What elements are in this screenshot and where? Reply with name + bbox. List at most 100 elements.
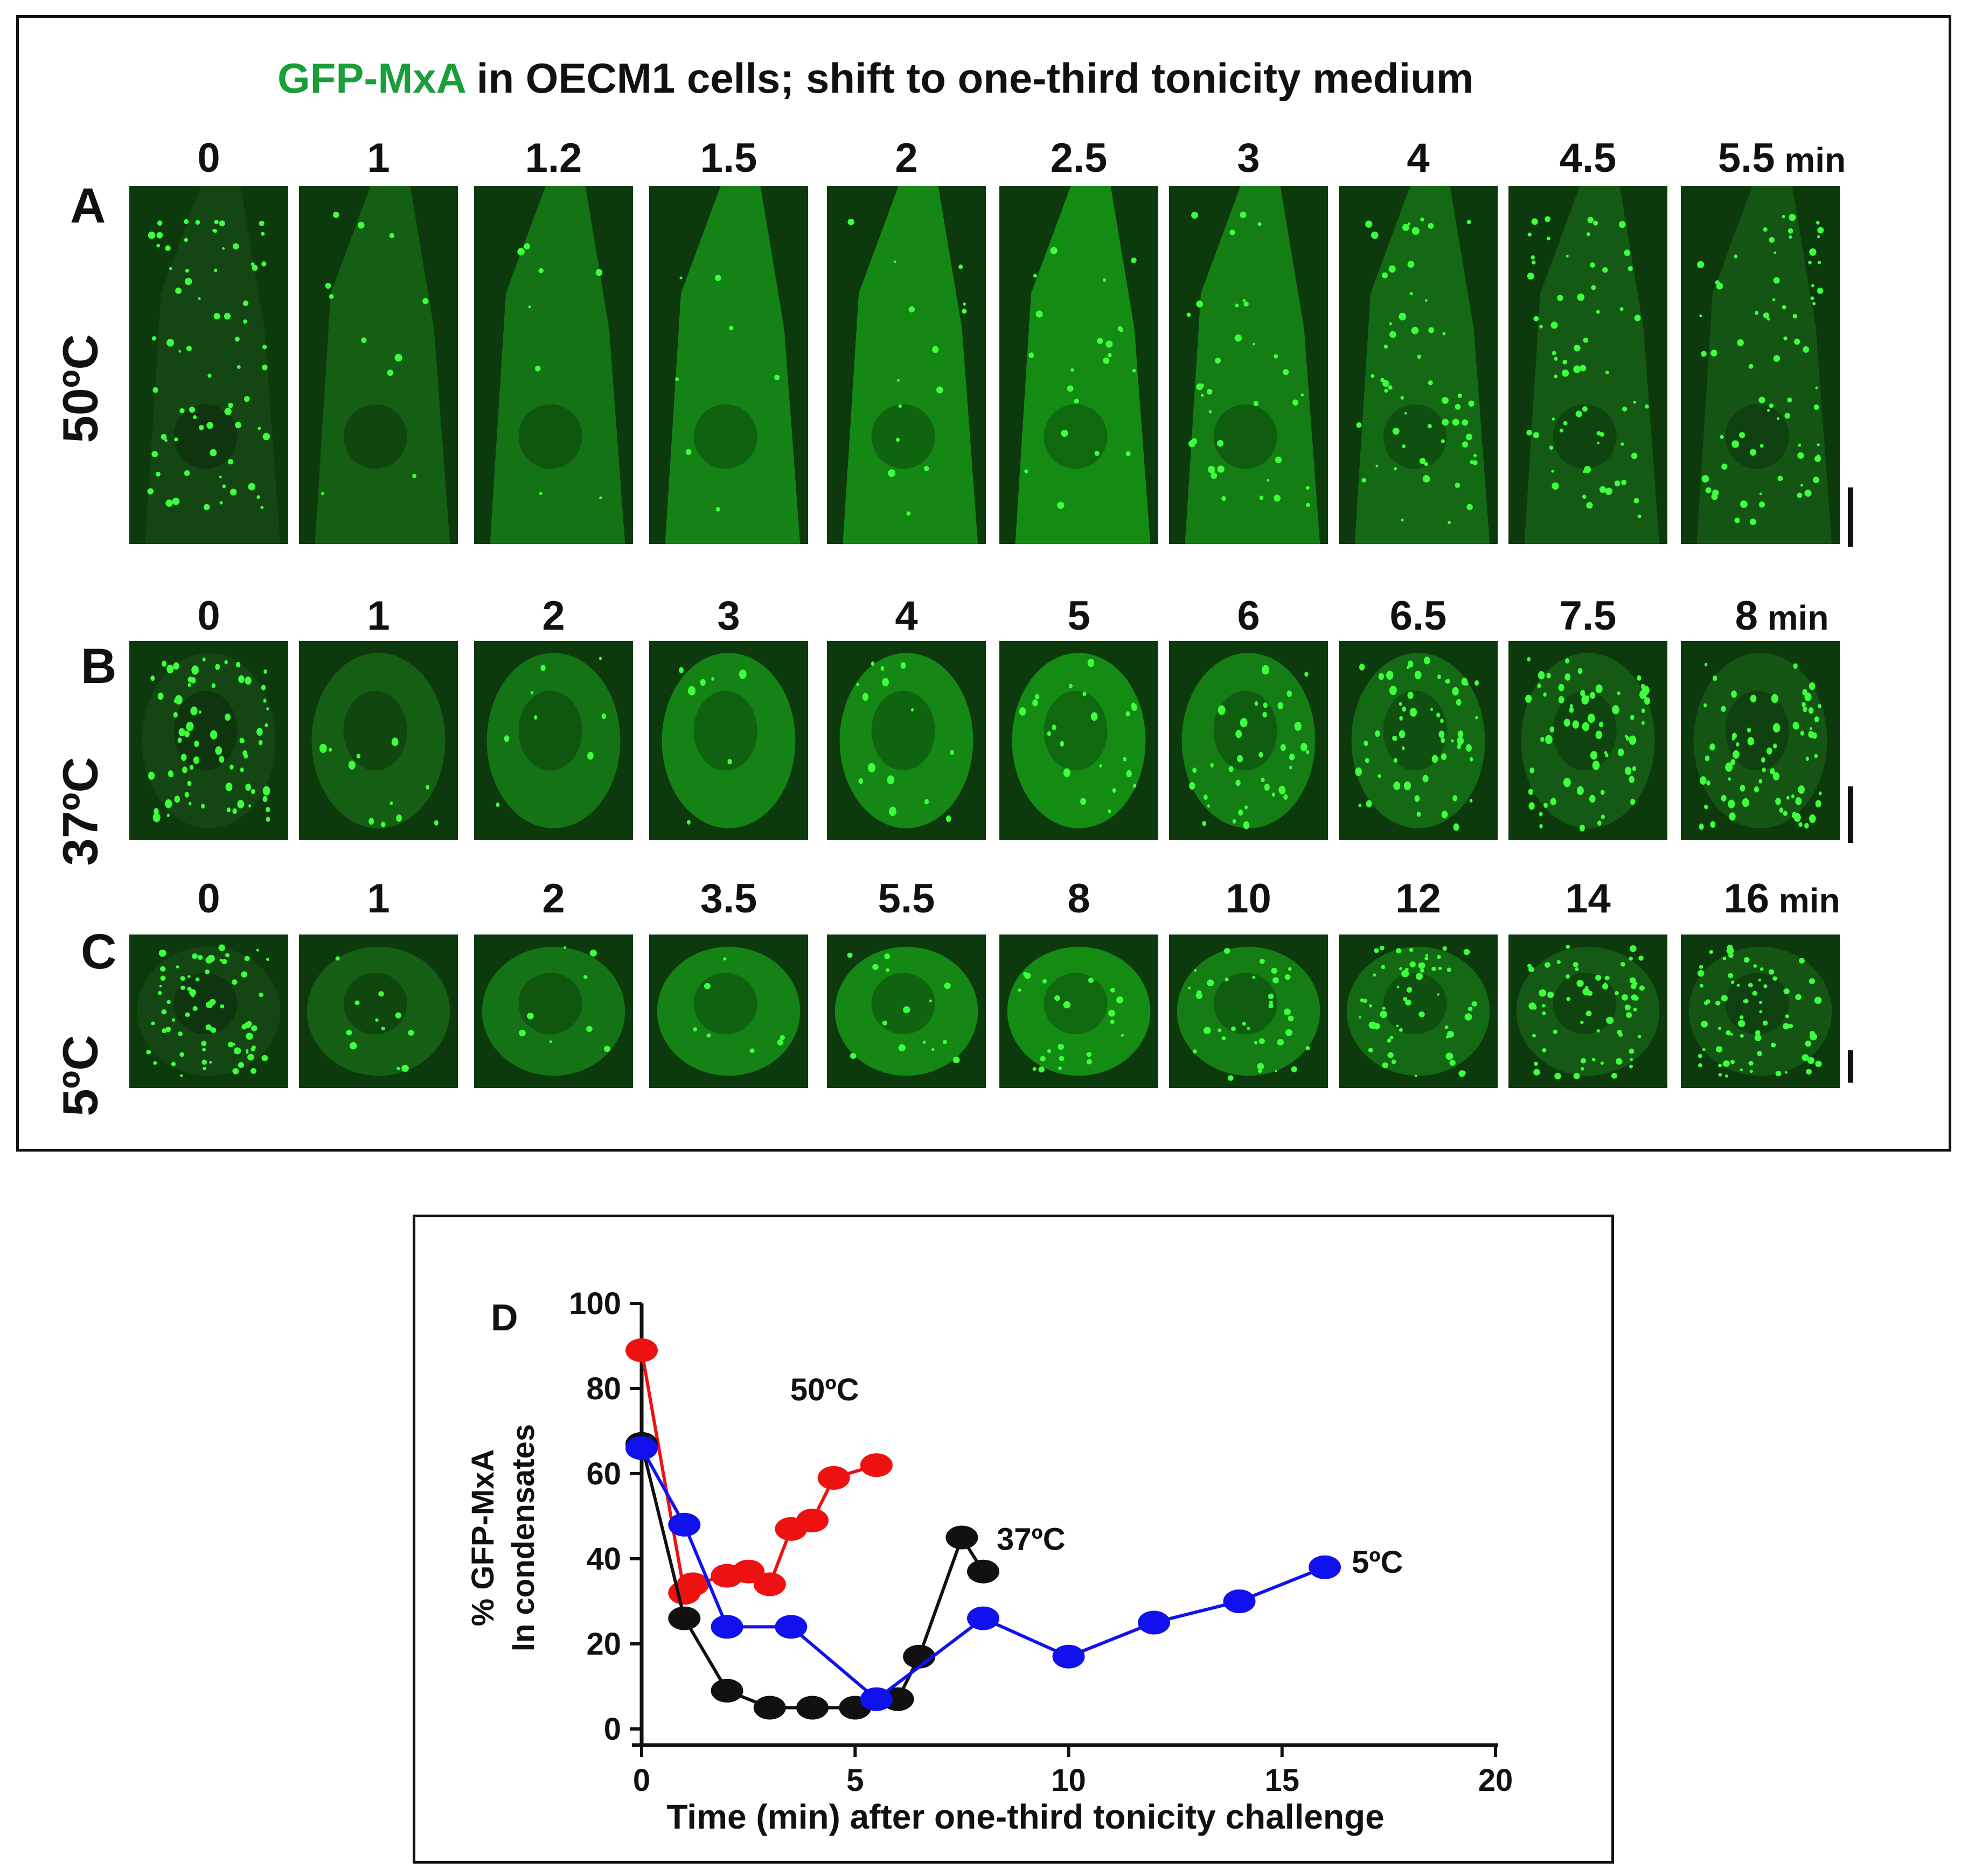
time-label: 5.5 [826, 875, 988, 922]
data-point [945, 1525, 978, 1550]
time-label: 12 [1338, 875, 1499, 922]
time-label: 3 [648, 592, 810, 639]
data-point [1052, 1644, 1085, 1669]
micrograph-panel [827, 186, 986, 544]
data-point [625, 1436, 658, 1460]
time-value: 5 [1067, 593, 1090, 639]
micrograph-panel [129, 186, 288, 544]
time-label: 2 [473, 875, 635, 922]
time-label: 14 [1507, 875, 1669, 922]
data-point [860, 1453, 893, 1477]
time-value: 6.5 [1389, 593, 1447, 639]
time-value: 4 [1407, 135, 1430, 181]
x-tick-label: 5 [846, 1763, 864, 1798]
data-point [796, 1696, 829, 1720]
time-label: 8 [998, 875, 1160, 922]
series-label: 50ºC [790, 1372, 859, 1407]
micrograph-panel [1681, 186, 1840, 544]
time-value: 4 [895, 593, 918, 639]
micrograph-panel [1169, 186, 1328, 544]
y-tick-label: 100 [569, 1286, 621, 1321]
time-value: 16 [1723, 876, 1769, 922]
data-point [753, 1572, 786, 1596]
time-label: 4 [1338, 135, 1499, 182]
row-label-a: A [70, 178, 106, 233]
data-point [711, 1615, 743, 1639]
time-value: 1.5 [700, 135, 757, 181]
row-temperature-label: 37ºC [53, 757, 108, 866]
time-value: 10 [1226, 876, 1271, 922]
data-point [967, 1606, 999, 1630]
time-value: 8 [1735, 593, 1758, 639]
micrograph-panel [999, 934, 1158, 1088]
x-tick-label: 15 [1264, 1763, 1299, 1798]
time-label: 3.5 [648, 875, 810, 922]
micrograph-panel [1169, 641, 1328, 840]
y-axis-label-line2: In condensates [506, 1424, 541, 1651]
data-point [1223, 1589, 1256, 1613]
micrograph-panel [827, 934, 986, 1088]
x-tick-label: 20 [1478, 1763, 1513, 1798]
micrograph-panel [1681, 641, 1840, 840]
data-point [753, 1696, 786, 1720]
scale-bar [1848, 786, 1853, 843]
time-value: 1 [367, 593, 390, 639]
data-point [677, 1572, 710, 1596]
micrograph-panel [1169, 934, 1328, 1088]
time-label: 1.5 [648, 135, 810, 182]
figure-title-rest: in OECM1 cells; shift to one-third tonic… [465, 54, 1474, 102]
data-point [860, 1687, 893, 1711]
time-unit: min [1757, 598, 1829, 637]
micrograph-panel [1339, 641, 1498, 840]
time-label: 10 [1168, 875, 1330, 922]
micrograph-panel [1508, 934, 1667, 1088]
micrograph-panel [1508, 186, 1667, 544]
micrograph-panel [299, 186, 458, 544]
time-label: 1 [298, 875, 460, 922]
data-point [967, 1559, 999, 1584]
time-unit: min [1775, 141, 1846, 179]
time-label: 2 [826, 135, 988, 182]
micrograph-panel [1681, 934, 1840, 1088]
chart-panel-label: D [491, 1296, 518, 1338]
time-value: 3 [1237, 135, 1260, 181]
x-tick-label: 0 [633, 1763, 650, 1798]
scale-bar [1848, 1050, 1853, 1083]
series-line [640, 1447, 1326, 1701]
micrograph-panel [129, 641, 288, 840]
data-point [625, 1338, 658, 1362]
time-unit: min [1769, 881, 1840, 920]
micrograph-panel [1339, 186, 1498, 544]
micrograph-panel [129, 934, 288, 1088]
series-line [640, 1443, 985, 1710]
y-tick-label: 0 [604, 1712, 621, 1747]
time-label: 1 [298, 135, 460, 182]
time-value: 1.2 [525, 135, 582, 181]
time-label: 0 [128, 592, 290, 639]
y-axis-label-line1: % GFP-MxA [465, 1449, 500, 1627]
time-value: 5.5 [1717, 135, 1775, 181]
time-value: 4.5 [1559, 135, 1617, 181]
time-label: 1.2 [473, 135, 635, 182]
time-label: 6.5 [1338, 592, 1499, 639]
micrograph-panel [299, 641, 458, 840]
y-tick-label: 80 [586, 1371, 621, 1406]
row-label-b: B [81, 639, 117, 694]
micrograph-panel [474, 934, 633, 1088]
data-point [796, 1508, 829, 1532]
micrograph-panel [474, 186, 633, 544]
time-label: 8 min [1701, 592, 1863, 639]
micrograph-panel [1508, 641, 1667, 840]
time-value: 8 [1067, 876, 1090, 922]
time-value: 2 [542, 876, 565, 922]
x-tick-label: 10 [1051, 1763, 1086, 1798]
micrograph-panel [299, 934, 458, 1088]
data-point [668, 1606, 701, 1630]
micrograph-panel [474, 641, 633, 840]
time-label: 16 min [1701, 875, 1863, 922]
data-point [732, 1559, 765, 1584]
series-label: 37ºC [997, 1522, 1066, 1557]
time-value: 1 [367, 876, 390, 922]
micrograph-panel [1339, 934, 1498, 1088]
row-temperature-label: 50ºC [53, 334, 108, 443]
